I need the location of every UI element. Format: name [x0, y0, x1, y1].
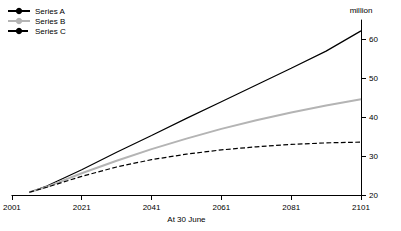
svg-text:Series C: Series C — [35, 27, 66, 36]
svg-text:Series B: Series B — [35, 17, 65, 26]
svg-text:50: 50 — [369, 74, 378, 83]
svg-text:Series A: Series A — [35, 7, 65, 16]
svg-text:2061: 2061 — [212, 203, 230, 212]
svg-text:2081: 2081 — [282, 203, 300, 212]
svg-text:2041: 2041 — [143, 203, 161, 212]
svg-text:30: 30 — [369, 152, 378, 161]
svg-text:At 30 June: At 30 June — [167, 215, 206, 224]
svg-text:40: 40 — [369, 113, 378, 122]
svg-text:60: 60 — [369, 35, 378, 44]
svg-text:2001: 2001 — [3, 203, 21, 212]
svg-text:million: million — [350, 6, 373, 15]
svg-text:2101: 2101 — [352, 203, 370, 212]
svg-text:20: 20 — [369, 191, 378, 200]
svg-text:2021: 2021 — [73, 203, 91, 212]
